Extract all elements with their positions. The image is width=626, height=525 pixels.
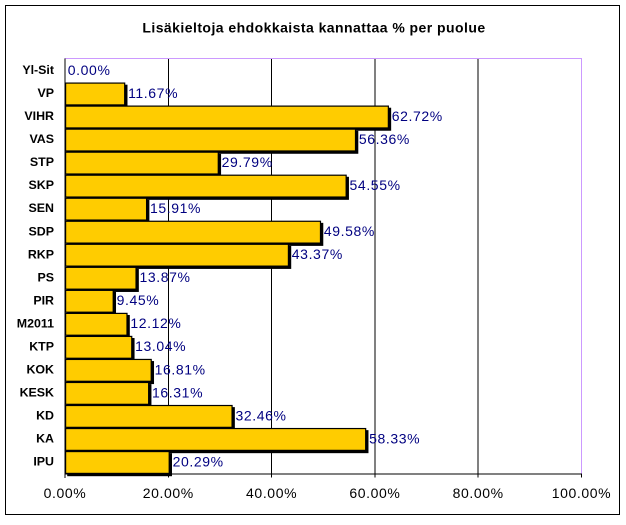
- svg-text:60.00%: 60.00%: [349, 485, 400, 501]
- svg-text:11.67%: 11.67%: [128, 85, 178, 101]
- svg-text:49.58%: 49.58%: [324, 223, 375, 239]
- svg-text:32.46%: 32.46%: [235, 407, 286, 423]
- svg-text:VAS: VAS: [29, 132, 54, 146]
- svg-text:STP: STP: [30, 155, 54, 169]
- svg-text:100.00%: 100.00%: [552, 485, 611, 501]
- svg-text:PS: PS: [37, 270, 54, 284]
- svg-text:PIR: PIR: [33, 293, 54, 307]
- svg-text:56.36%: 56.36%: [359, 131, 410, 147]
- svg-text:9.45%: 9.45%: [117, 292, 160, 308]
- svg-text:M2011: M2011: [17, 316, 54, 330]
- svg-text:80.00%: 80.00%: [453, 485, 504, 501]
- svg-text:16.81%: 16.81%: [155, 361, 206, 377]
- svg-text:0.00%: 0.00%: [44, 485, 87, 501]
- svg-text:VIHR: VIHR: [24, 109, 54, 123]
- svg-text:SDP: SDP: [29, 224, 54, 238]
- svg-text:IPU: IPU: [33, 455, 54, 469]
- svg-text:13.04%: 13.04%: [135, 338, 186, 354]
- svg-text:54.55%: 54.55%: [350, 177, 401, 193]
- svg-text:20.29%: 20.29%: [173, 453, 224, 469]
- svg-text:KOK: KOK: [26, 362, 54, 376]
- svg-text:20.00%: 20.00%: [143, 485, 194, 501]
- svg-text:0.00%: 0.00%: [68, 62, 111, 78]
- svg-text:Yl-Sit: Yl-Sit: [22, 63, 54, 77]
- svg-text:SEN: SEN: [29, 201, 55, 215]
- svg-text:KTP: KTP: [29, 339, 54, 353]
- svg-text:KESK: KESK: [20, 385, 54, 399]
- svg-text:62.72%: 62.72%: [392, 108, 443, 124]
- svg-text:SKP: SKP: [29, 178, 54, 192]
- svg-text:KD: KD: [36, 409, 54, 423]
- svg-text:KA: KA: [36, 432, 54, 446]
- svg-text:13.87%: 13.87%: [139, 269, 190, 285]
- svg-text:58.33%: 58.33%: [369, 430, 420, 446]
- svg-text:40.00%: 40.00%: [246, 485, 297, 501]
- svg-text:29.79%: 29.79%: [222, 154, 273, 170]
- svg-text:Lisäkieltoja ehdokkaista kanna: Lisäkieltoja ehdokkaista kannattaa % per…: [142, 19, 485, 35]
- svg-text:15.91%: 15.91%: [150, 200, 201, 216]
- svg-text:43.37%: 43.37%: [292, 246, 343, 262]
- svg-text:12.12%: 12.12%: [130, 315, 181, 331]
- svg-text:VP: VP: [37, 86, 54, 100]
- svg-text:RKP: RKP: [28, 247, 54, 261]
- svg-text:16.31%: 16.31%: [152, 384, 203, 400]
